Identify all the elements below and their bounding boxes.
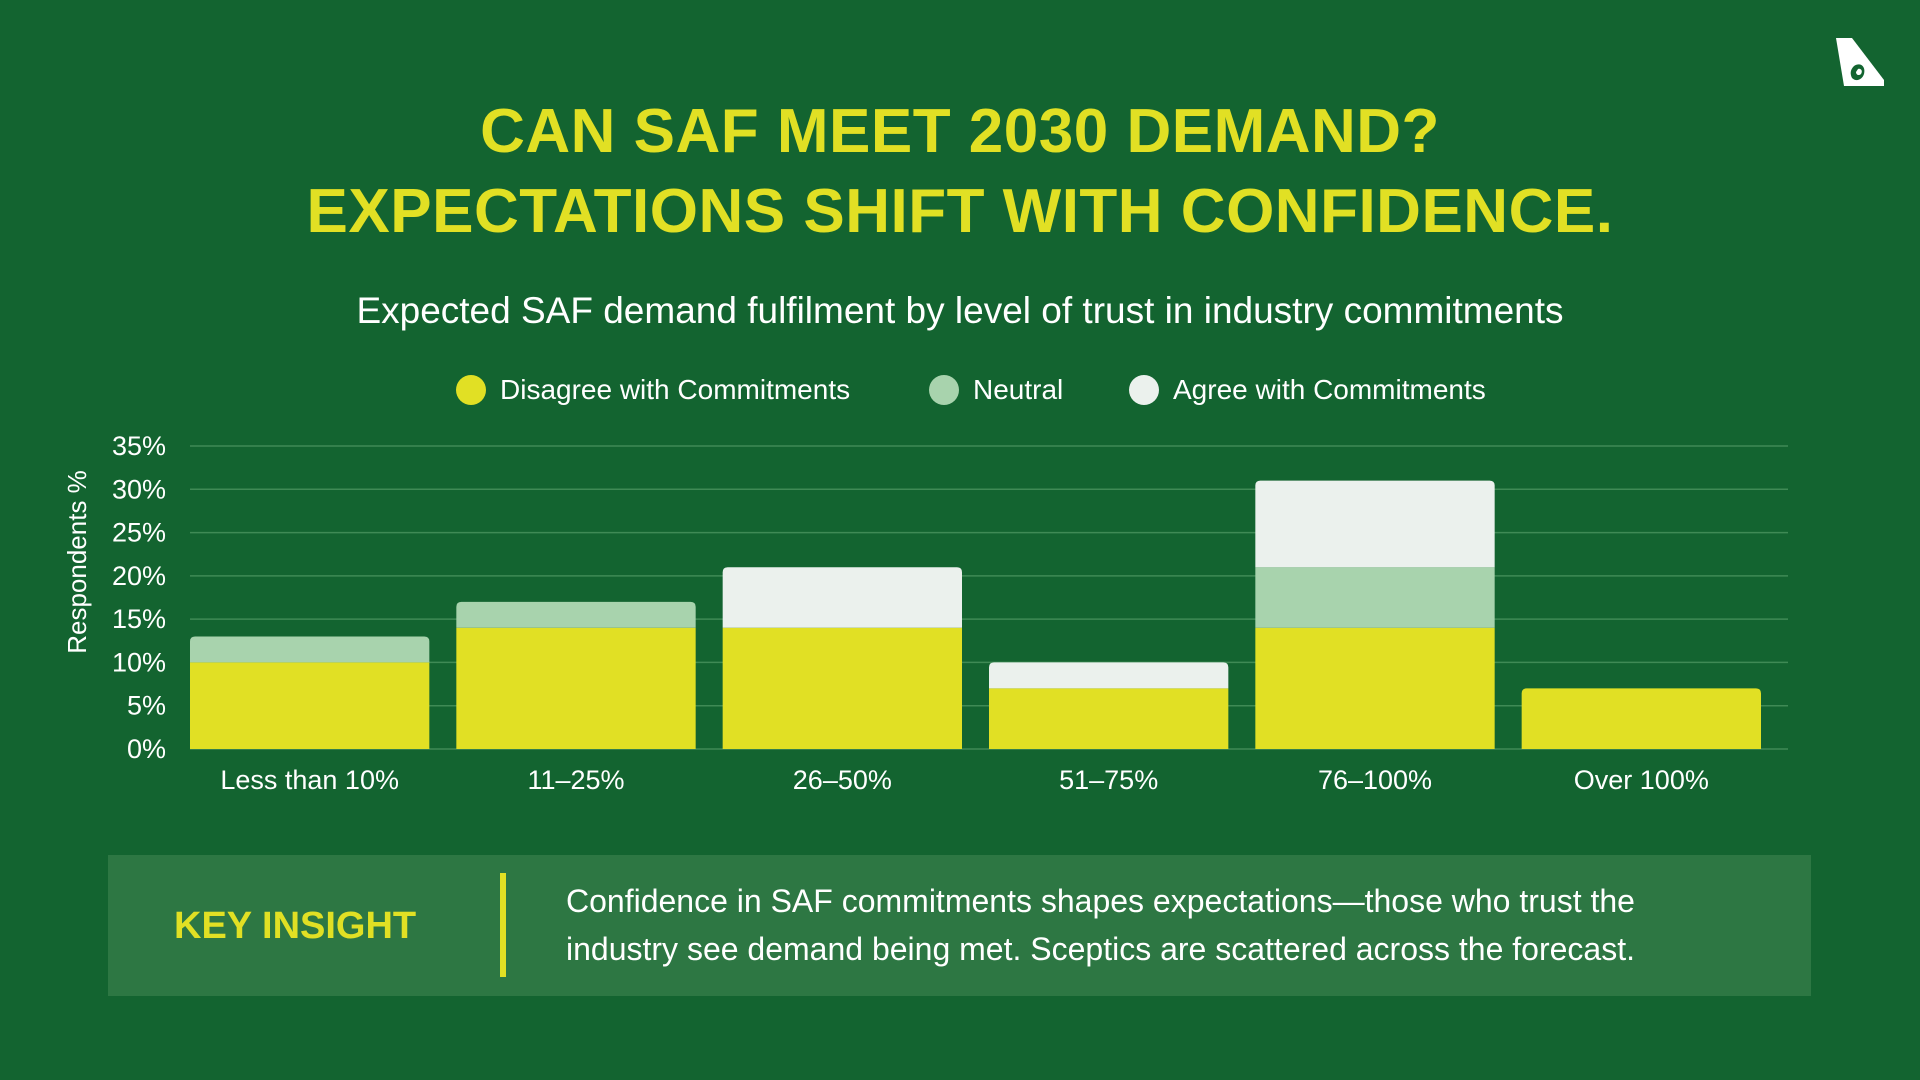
bar-5-series-1 — [1255, 627, 1495, 749]
bar-1-series-2 — [190, 636, 430, 663]
y-tick-label: 20% — [112, 561, 166, 591]
legend-label-3: Agree with Commitments — [1173, 374, 1486, 405]
y-tick-label: 30% — [112, 474, 166, 504]
x-tick-label: 51–75% — [1059, 765, 1158, 795]
y-tick-label: 15% — [112, 604, 166, 634]
page-title: CAN SAF MEET 2030 DEMAND? EXPECTATIONS S… — [0, 92, 1920, 252]
y-tick-label: 25% — [112, 518, 166, 548]
insight-divider — [500, 873, 506, 977]
key-insight-label: KEY INSIGHT — [174, 905, 417, 947]
y-axis-label: Respondents % — [62, 470, 92, 654]
x-tick-label: Over 100% — [1574, 765, 1709, 795]
x-axis: Less than 10% 11–25% 26–50% 51–75% 76–100% Ov… — [220, 765, 1709, 795]
key-insight-text: Confidence in SAF commitments shapes exp… — [566, 877, 1786, 973]
legend-swatch-3 — [1129, 375, 1159, 405]
bar-4-series-1 — [989, 688, 1229, 749]
x-tick-label: 11–25% — [527, 765, 624, 795]
y-axis: 0% 5% 10% 15% 20% 25% 30% 35% — [112, 431, 166, 764]
legend-swatch-2 — [929, 375, 959, 405]
chart-bars — [190, 480, 1761, 749]
y-tick-label: 0% — [127, 734, 166, 764]
x-tick-label: Less than 10% — [220, 765, 399, 795]
chart-subtitle: Expected SAF demand fulfilment by level … — [356, 290, 1564, 331]
x-tick-label: 76–100% — [1318, 765, 1432, 795]
y-tick-label: 10% — [112, 647, 166, 677]
bar-2-series-2 — [456, 601, 696, 628]
bar-6-series-1 — [1521, 688, 1761, 749]
legend-swatch-1 — [456, 375, 486, 405]
chart-legend: Disagree with Commitments Neutral Agree wi… — [456, 374, 1486, 405]
aircraft-tail-logo-icon — [1836, 38, 1884, 86]
bar-4-series-3 — [989, 662, 1229, 689]
legend-label-2: Neutral — [973, 374, 1063, 405]
legend-label-1: Disagree with Commitments — [500, 374, 850, 405]
title-line-1: CAN SAF MEET 2030 DEMAND? — [480, 97, 1440, 166]
bar-5-series-2 — [1255, 567, 1495, 628]
bar-2-series-1 — [456, 627, 696, 749]
bar-3-series-1 — [722, 627, 962, 749]
bar-5-series-3 — [1255, 480, 1495, 568]
bar-3-series-3 — [722, 567, 962, 628]
key-insight-box: KEY INSIGHT Confidence in SAF commitment… — [108, 855, 1811, 996]
title-line-2: EXPECTATIONS SHIFT WITH CONFIDENCE. — [306, 177, 1614, 246]
insight-line-2: industry see demand being met. Sceptics … — [566, 931, 1635, 967]
insight-line-1: Confidence in SAF commitments shapes exp… — [566, 883, 1635, 919]
bar-1-series-1 — [190, 662, 430, 749]
y-tick-label: 35% — [112, 431, 166, 461]
x-tick-label: 26–50% — [793, 765, 892, 795]
y-tick-label: 5% — [127, 691, 166, 721]
